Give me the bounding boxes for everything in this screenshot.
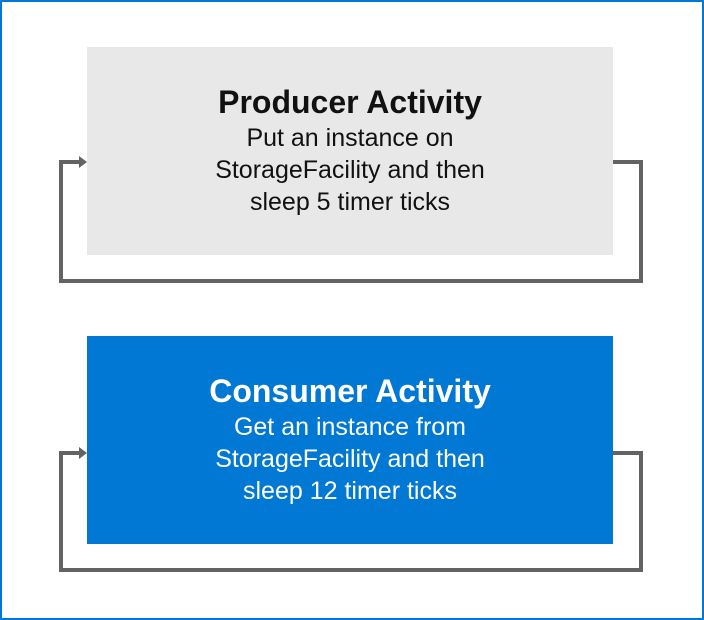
consumer-description: Get an instance from StorageFacility and… [215,411,485,507]
producer-description: Put an instance on StorageFacility and t… [215,122,485,218]
consumer-desc-line: StorageFacility and then [215,445,485,473]
consumer-title: Consumer Activity [209,373,491,409]
consumer-activity-box: Consumer Activity Get an instance from S… [87,336,613,544]
producer-title: Producer Activity [218,84,482,120]
producer-desc-line: sleep 5 timer ticks [249,188,451,216]
consumer-desc-line: sleep 12 timer ticks [243,477,457,505]
consumer-desc-line: Get an instance from [233,413,467,441]
producer-activity-box: Producer Activity Put an instance on Sto… [87,47,613,255]
producer-desc-line: StorageFacility and then [215,156,485,184]
producer-desc-line: Put an instance on [246,124,454,152]
